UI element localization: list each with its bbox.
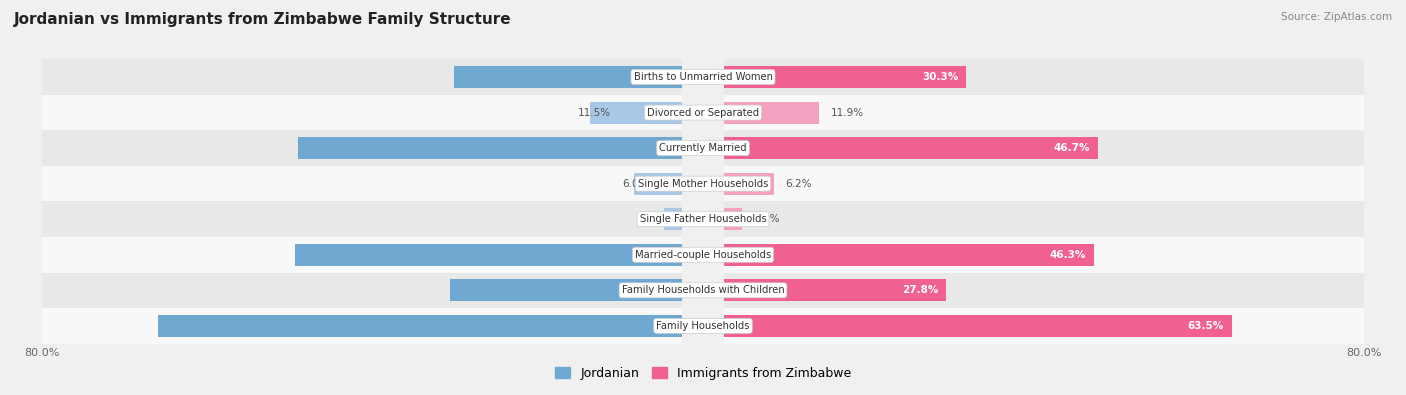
Text: Divorced or Separated: Divorced or Separated: [647, 107, 759, 118]
Text: 6.2%: 6.2%: [786, 179, 813, 189]
Bar: [724, 244, 1094, 266]
Bar: [724, 59, 1364, 95]
Text: 6.0%: 6.0%: [621, 179, 648, 189]
Bar: [42, 201, 682, 237]
Bar: [42, 59, 682, 95]
Legend: Jordanian, Immigrants from Zimbabwe: Jordanian, Immigrants from Zimbabwe: [550, 362, 856, 385]
Text: 63.5%: 63.5%: [1188, 321, 1223, 331]
Bar: [724, 308, 1364, 344]
Text: 48.0%: 48.0%: [666, 143, 702, 153]
Bar: [724, 279, 946, 301]
Text: Source: ZipAtlas.com: Source: ZipAtlas.com: [1281, 12, 1392, 22]
Text: Family Households with Children: Family Households with Children: [621, 285, 785, 295]
Text: 11.9%: 11.9%: [831, 107, 865, 118]
Bar: [724, 208, 742, 230]
Text: Currently Married: Currently Married: [659, 143, 747, 153]
Bar: [42, 308, 682, 344]
Text: 46.3%: 46.3%: [1050, 250, 1087, 260]
Text: 29.0%: 29.0%: [666, 285, 702, 295]
Text: Jordanian vs Immigrants from Zimbabwe Family Structure: Jordanian vs Immigrants from Zimbabwe Fa…: [14, 12, 512, 27]
Bar: [591, 102, 682, 124]
Bar: [450, 279, 682, 301]
Bar: [42, 273, 682, 308]
Bar: [724, 137, 1098, 159]
Bar: [42, 237, 682, 273]
Bar: [295, 244, 682, 266]
Bar: [298, 137, 682, 159]
Bar: [724, 130, 1364, 166]
Text: Single Mother Households: Single Mother Households: [638, 179, 768, 189]
Text: Family Households: Family Households: [657, 321, 749, 331]
Bar: [724, 237, 1364, 273]
Text: 28.5%: 28.5%: [666, 72, 702, 82]
Text: 27.8%: 27.8%: [903, 285, 938, 295]
Bar: [42, 95, 682, 130]
Bar: [42, 130, 682, 166]
Bar: [724, 315, 1232, 337]
Text: 46.7%: 46.7%: [1053, 143, 1090, 153]
Text: 30.3%: 30.3%: [922, 72, 959, 82]
Bar: [724, 201, 1364, 237]
Bar: [454, 66, 682, 88]
Text: 65.5%: 65.5%: [666, 321, 702, 331]
Text: 48.4%: 48.4%: [666, 250, 703, 260]
Text: Married-couple Households: Married-couple Households: [636, 250, 770, 260]
Bar: [724, 66, 966, 88]
Text: 2.2%: 2.2%: [652, 214, 679, 224]
Bar: [724, 166, 1364, 201]
Bar: [157, 315, 682, 337]
Bar: [724, 173, 773, 195]
Bar: [634, 173, 682, 195]
Bar: [724, 273, 1364, 308]
Bar: [724, 95, 1364, 130]
Text: 11.5%: 11.5%: [578, 107, 612, 118]
Bar: [42, 166, 682, 201]
Bar: [664, 208, 682, 230]
Bar: [724, 102, 820, 124]
Text: 2.2%: 2.2%: [754, 214, 780, 224]
Text: Births to Unmarried Women: Births to Unmarried Women: [634, 72, 772, 82]
Text: Single Father Households: Single Father Households: [640, 214, 766, 224]
